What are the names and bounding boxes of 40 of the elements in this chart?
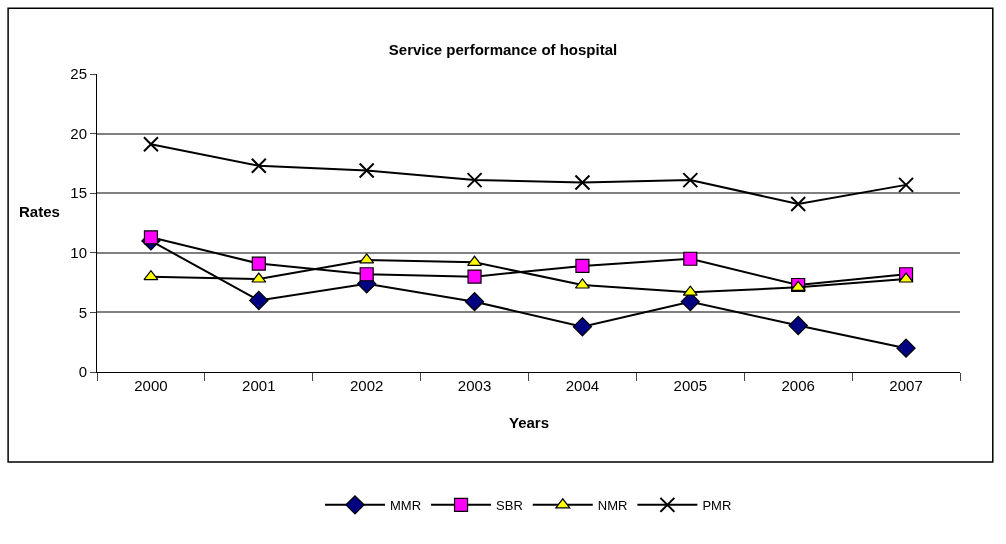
point xyxy=(251,256,266,271)
point xyxy=(467,269,482,284)
x-tick-label: 2005 xyxy=(673,377,707,394)
x-tick-label: 2002 xyxy=(350,377,384,394)
x-tick-label: 2003 xyxy=(457,377,492,394)
legend-label: SBR xyxy=(496,497,523,513)
y-axis-title: Rates xyxy=(19,203,60,220)
point xyxy=(682,172,699,189)
point xyxy=(250,157,267,174)
y-tick-label: 15 xyxy=(70,184,87,202)
y-tick-label: 20 xyxy=(70,124,87,142)
chart-title: Service performance of hospital xyxy=(388,41,618,59)
point xyxy=(466,172,483,189)
point xyxy=(683,251,698,266)
y-tick-label: 0 xyxy=(78,363,87,381)
legend-label: MMR xyxy=(390,497,422,513)
point xyxy=(896,338,916,358)
point xyxy=(574,174,591,191)
point xyxy=(249,290,269,311)
x-tick-label: 2006 xyxy=(781,377,815,394)
point xyxy=(142,136,159,153)
point xyxy=(359,267,374,282)
y-tick-label: 5 xyxy=(78,303,87,321)
point xyxy=(788,315,808,336)
point xyxy=(143,230,159,245)
point xyxy=(790,195,807,212)
legend-label: NMR xyxy=(597,497,628,513)
legend-label: PMR xyxy=(702,497,732,513)
point xyxy=(358,162,375,179)
point xyxy=(464,291,485,312)
x-tick-label: 2000 xyxy=(134,377,168,394)
point xyxy=(575,258,590,274)
x-tick-label: 2007 xyxy=(889,377,923,394)
point xyxy=(572,317,593,337)
x-axis-title: Years xyxy=(509,414,550,431)
point xyxy=(898,176,915,193)
y-tick-label: 10 xyxy=(70,244,87,262)
x-tick-label: 2001 xyxy=(242,377,276,394)
x-tick-label: 2004 xyxy=(565,377,600,394)
y-tick-label: 25 xyxy=(70,65,87,83)
